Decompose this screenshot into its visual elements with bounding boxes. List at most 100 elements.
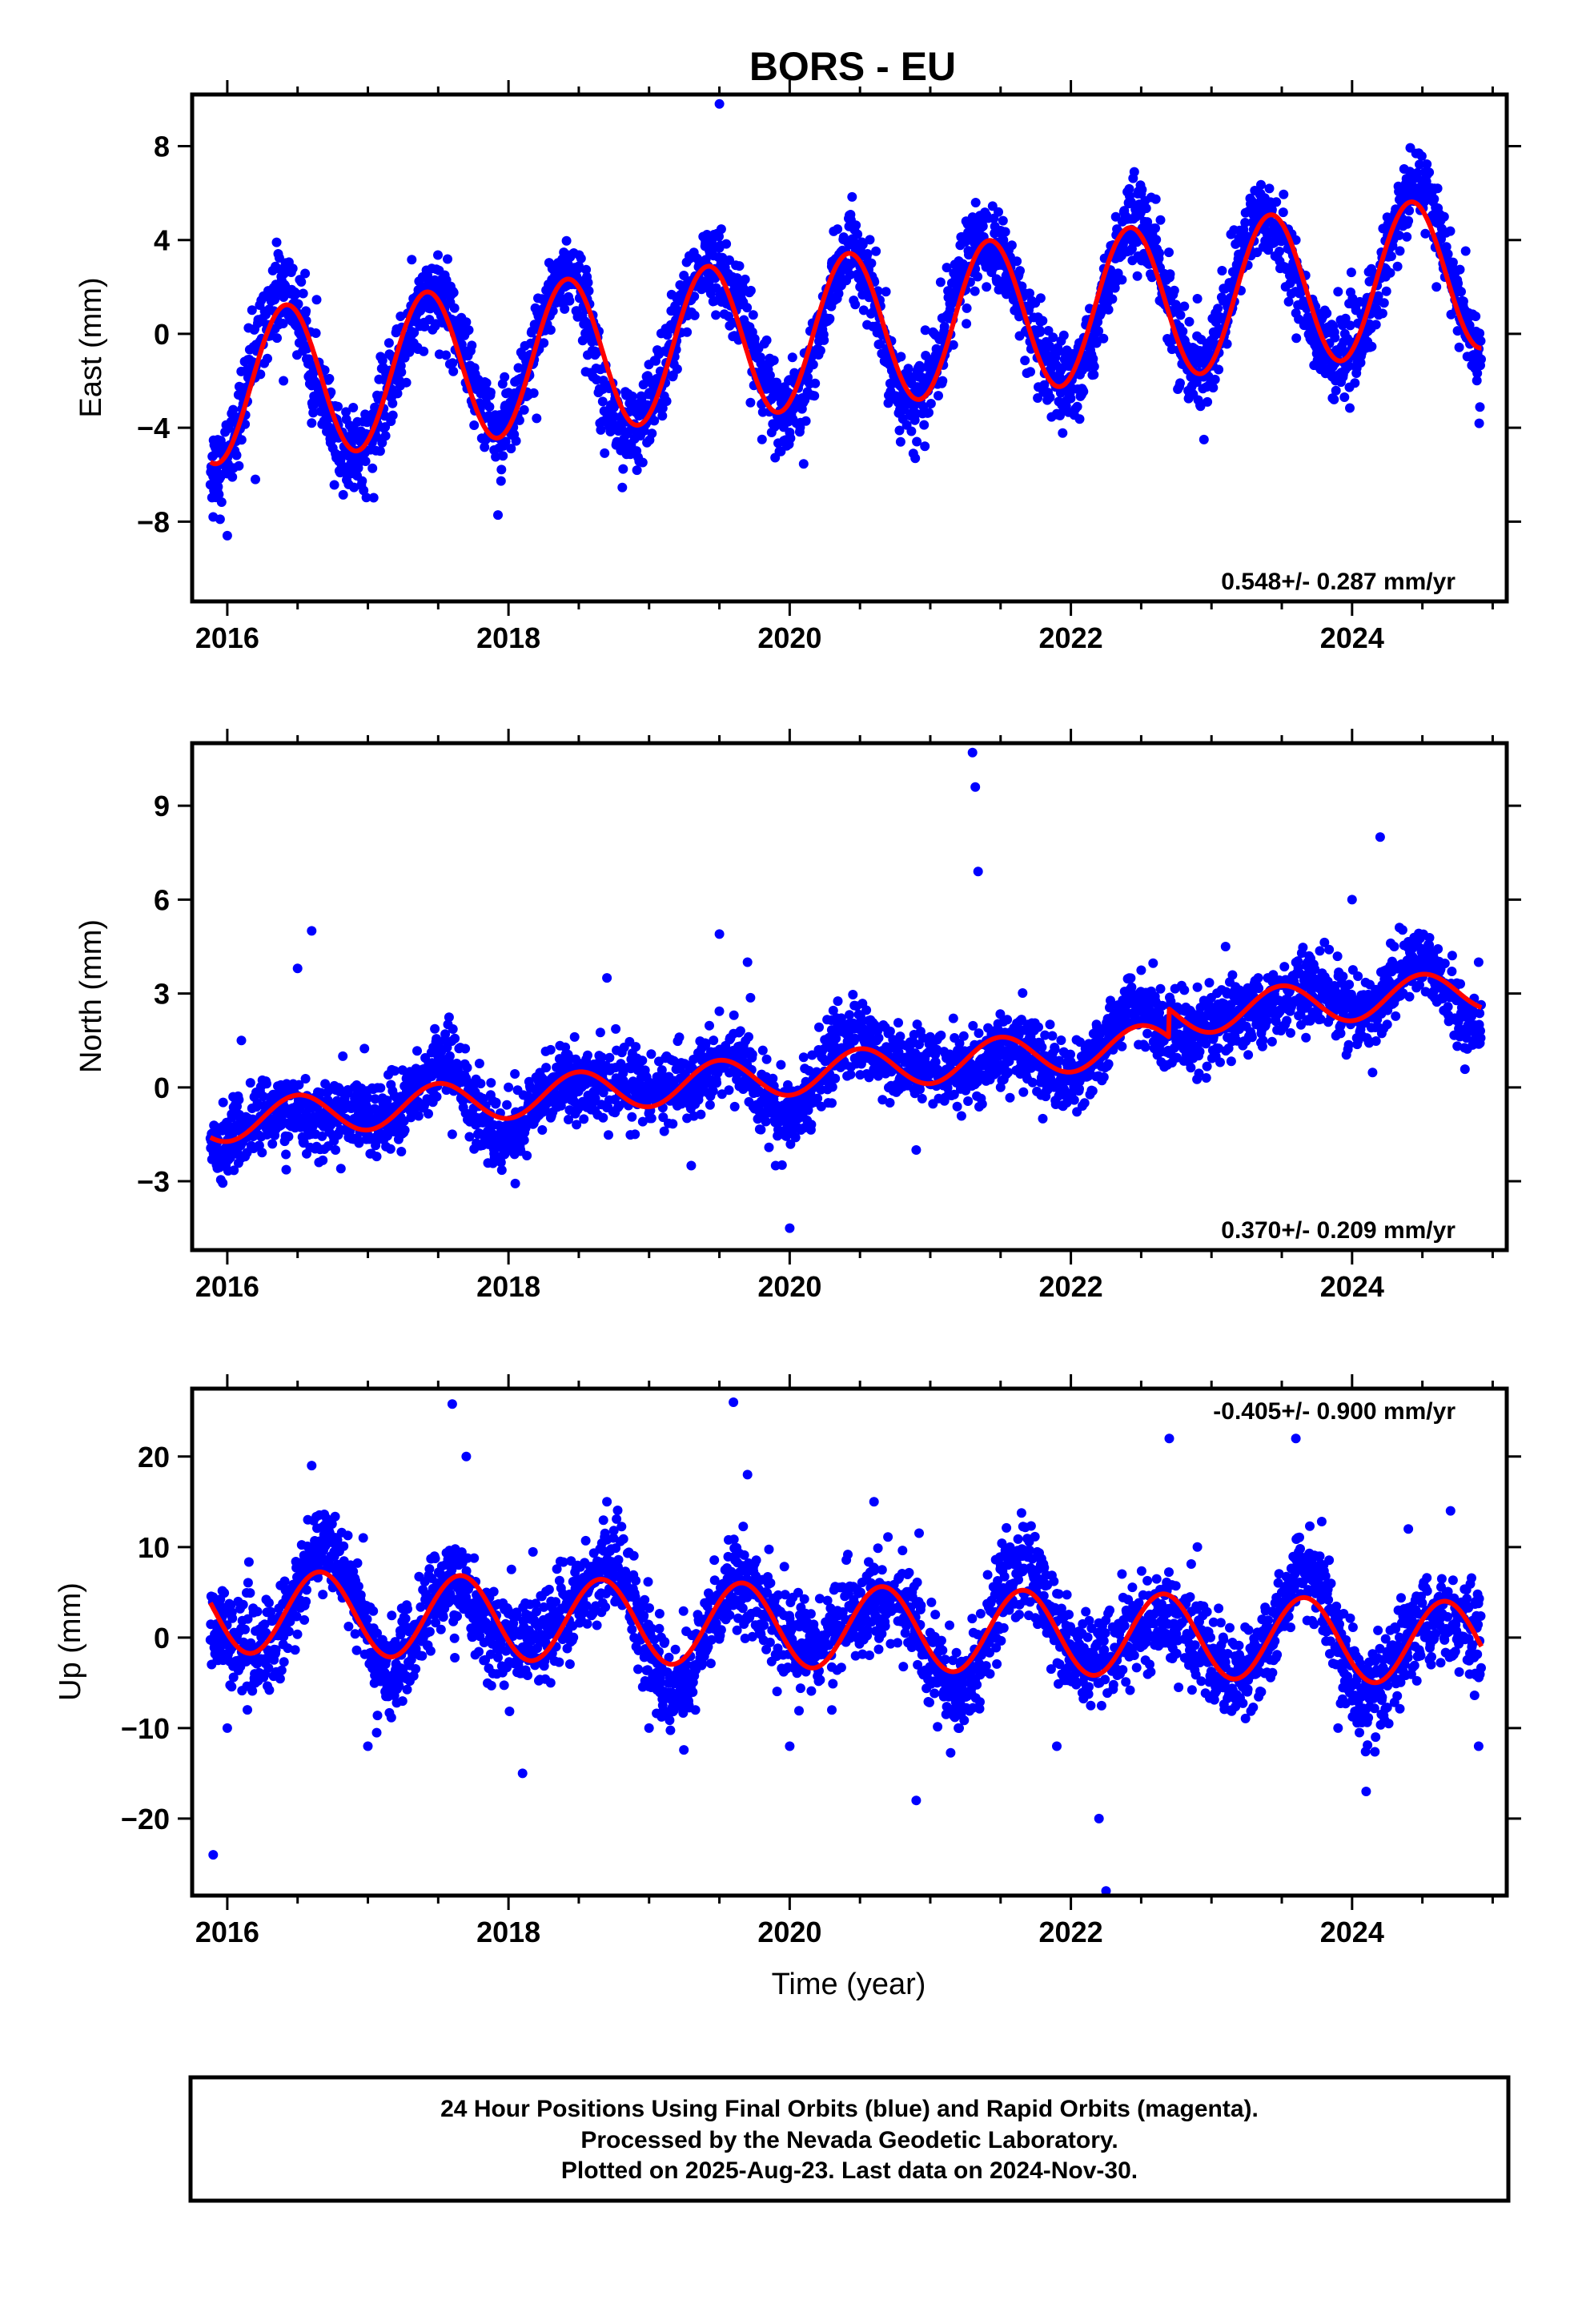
x-tick-label: 2020	[757, 621, 821, 654]
data-point	[712, 1078, 722, 1088]
data-point	[1058, 428, 1068, 438]
data-point	[674, 1032, 685, 1043]
data-point	[480, 442, 490, 452]
data-point	[496, 476, 506, 486]
data-point	[583, 277, 593, 287]
data-point	[291, 288, 302, 299]
data-point	[1045, 392, 1055, 403]
data-point	[845, 270, 855, 279]
data-point	[956, 1111, 966, 1121]
data-point	[833, 996, 843, 1007]
data-point	[1192, 294, 1203, 304]
data-point	[392, 388, 403, 399]
data-point	[278, 319, 288, 328]
data-point	[1330, 332, 1340, 343]
data-point	[367, 463, 378, 473]
data-point	[496, 464, 507, 475]
data-point	[208, 512, 219, 522]
data-point	[443, 254, 452, 264]
data-point	[1089, 361, 1099, 372]
data-point	[581, 264, 592, 275]
data-point	[1346, 267, 1356, 278]
data-point	[935, 277, 946, 287]
data-point	[637, 457, 648, 468]
data-point	[539, 338, 549, 348]
data-point	[749, 334, 760, 344]
data-point	[711, 310, 721, 320]
data-point	[716, 224, 726, 235]
data-point	[349, 464, 359, 475]
data-point	[485, 388, 496, 397]
data-point	[785, 428, 795, 437]
data-point	[1141, 203, 1151, 214]
data-point	[1164, 247, 1174, 258]
data-point	[646, 1049, 656, 1059]
data-point	[657, 403, 668, 413]
data-point	[865, 235, 875, 245]
data-point	[862, 249, 873, 259]
data-point	[491, 452, 501, 462]
data-point	[460, 1043, 471, 1054]
data-point	[1150, 194, 1161, 204]
data-point	[450, 1033, 460, 1043]
x-tick-label: 2016	[195, 621, 259, 654]
data-point	[519, 404, 529, 415]
data-point	[724, 1085, 734, 1096]
east-data-points	[205, 99, 1486, 541]
data-point	[982, 282, 992, 292]
x-tick-label: 2024	[1320, 621, 1384, 654]
data-point	[214, 489, 224, 500]
data-point	[682, 327, 693, 337]
data-point	[600, 448, 610, 458]
data-point	[757, 434, 767, 444]
data-point	[853, 229, 863, 239]
data-point	[952, 1101, 962, 1112]
data-point	[545, 325, 556, 335]
data-point	[222, 530, 232, 541]
data-point	[896, 352, 906, 362]
data-point	[632, 465, 642, 476]
data-point	[1329, 394, 1339, 404]
data-point	[764, 1142, 774, 1152]
data-point	[349, 482, 359, 493]
data-point	[307, 418, 317, 428]
data-point	[761, 335, 772, 345]
data-point	[234, 460, 244, 471]
data-point	[830, 1073, 841, 1084]
data-point	[245, 1078, 255, 1088]
data-point	[448, 287, 459, 298]
data-point	[714, 99, 725, 109]
data-point	[1078, 386, 1089, 396]
data-point	[1000, 227, 1010, 237]
data-point	[714, 231, 724, 242]
data-point	[934, 391, 943, 401]
data-point	[745, 397, 756, 408]
data-point	[939, 321, 950, 332]
data-point	[1217, 266, 1227, 275]
data-point	[279, 376, 289, 386]
data-point	[627, 1112, 637, 1122]
data-point	[448, 358, 458, 368]
data-point	[701, 235, 710, 245]
data-point	[787, 352, 797, 363]
data-point	[522, 1151, 532, 1160]
data-point	[765, 370, 775, 380]
data-point	[920, 441, 930, 452]
data-point	[757, 1045, 768, 1055]
data-point	[324, 373, 335, 384]
data-point	[283, 1132, 294, 1142]
data-point	[387, 398, 398, 408]
x-tick-label: 2022	[1039, 621, 1103, 654]
data-point	[1208, 383, 1219, 393]
data-point	[808, 360, 818, 370]
data-point	[1431, 282, 1442, 292]
data-point	[747, 1049, 757, 1059]
data-point	[584, 286, 594, 296]
data-point	[637, 1055, 648, 1066]
data-point	[850, 300, 861, 310]
data-point	[881, 287, 891, 297]
data-point	[962, 303, 972, 313]
